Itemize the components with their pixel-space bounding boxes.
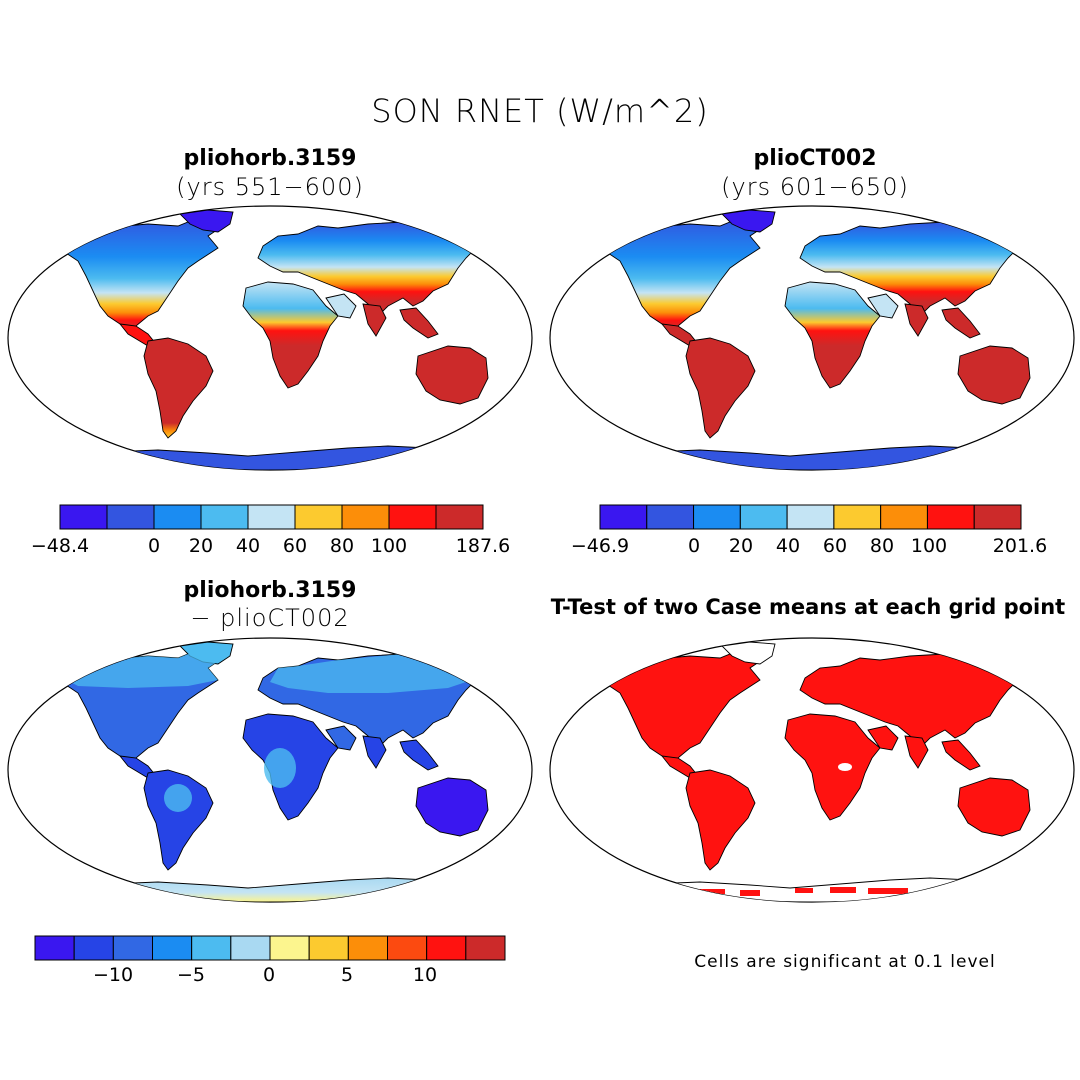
panel3-subtitle: − plioCT002 xyxy=(190,604,350,632)
colorbar-swatch xyxy=(153,504,202,530)
colorbar-swatch xyxy=(465,935,506,961)
colorbar-3 xyxy=(34,935,506,961)
map-panel-2 xyxy=(549,205,1075,471)
colorbar-swatch xyxy=(926,504,975,530)
figure-title: SON RNET (W/m^2) xyxy=(371,92,709,130)
panel1-title: pliohorb.3159 xyxy=(183,146,357,171)
colorbar-swatch xyxy=(880,504,928,530)
colorbar-1-label: 40 xyxy=(235,535,261,557)
significance-note: Cells are significant at 0.1 level xyxy=(694,952,996,972)
colorbar-2-label: 0 xyxy=(687,535,701,557)
colorbar-2 xyxy=(599,504,1022,530)
colorbar-swatch xyxy=(388,504,437,530)
colorbar-swatch xyxy=(786,504,835,530)
colorbar-1 xyxy=(59,504,484,530)
colorbar-swatch xyxy=(387,935,428,961)
colorbar-swatch xyxy=(739,504,788,530)
colorbar-2-label: 80 xyxy=(869,535,895,557)
colorbar-2-label: 20 xyxy=(728,535,754,557)
colorbar-3-label: −10 xyxy=(92,964,134,986)
colorbar-2-label: 40 xyxy=(775,535,801,557)
map-panel-3 xyxy=(7,637,533,903)
colorbar-swatch xyxy=(426,935,467,961)
colorbar-swatch xyxy=(230,935,271,961)
colorbar-2-label: −46.9 xyxy=(570,535,630,557)
colorbar-1-label: 60 xyxy=(282,535,308,557)
colorbar-3-label: −5 xyxy=(176,964,206,986)
panel2-title: plioCT002 xyxy=(753,146,877,171)
colorbar-swatch xyxy=(646,504,695,530)
colorbar-swatch xyxy=(34,935,75,961)
colorbar-2-label: 100 xyxy=(910,535,948,557)
map-panel-4 xyxy=(549,637,1075,903)
colorbar-swatch xyxy=(191,935,232,961)
colorbar-1-label: 0 xyxy=(147,535,161,557)
colorbar-swatch xyxy=(152,935,193,961)
panel3-title: pliohorb.3159 xyxy=(183,578,357,603)
colorbar-3-label: 0 xyxy=(262,964,276,986)
colorbar-swatch xyxy=(347,935,389,961)
colorbar-swatch xyxy=(693,504,741,530)
colorbar-2-label: 60 xyxy=(822,535,848,557)
colorbar-swatch xyxy=(73,935,114,961)
colorbar-swatch xyxy=(833,504,882,530)
colorbar-swatch xyxy=(294,504,343,530)
colorbar-1-label: 20 xyxy=(188,535,214,557)
panel2-subtitle: (yrs 601−650) xyxy=(721,173,909,201)
panel4-title: T-Test of two Case means at each grid po… xyxy=(550,595,1066,619)
map-panel-1 xyxy=(7,205,533,471)
colorbar-2-label: 201.6 xyxy=(992,535,1048,557)
colorbar-1-label: 80 xyxy=(329,535,355,557)
colorbar-1-label: 100 xyxy=(370,535,408,557)
colorbar-swatch xyxy=(435,504,484,530)
panel1-subtitle: (yrs 551−600) xyxy=(176,173,364,201)
colorbar-swatch xyxy=(112,935,154,961)
colorbar-swatch xyxy=(247,504,296,530)
colorbar-1-label: 187.6 xyxy=(455,535,511,557)
colorbar-3-label: 10 xyxy=(412,964,438,986)
colorbar-3-label: 5 xyxy=(340,964,354,986)
colorbar-swatch xyxy=(269,935,310,961)
colorbar-swatch xyxy=(200,504,249,530)
colorbar-1-label: −48.4 xyxy=(30,535,90,557)
colorbar-swatch xyxy=(341,504,390,530)
colorbar-swatch xyxy=(106,504,155,530)
colorbar-swatch xyxy=(973,504,1022,530)
colorbar-swatch xyxy=(599,504,648,530)
colorbar-swatch xyxy=(59,504,108,530)
colorbar-swatch xyxy=(308,935,349,961)
